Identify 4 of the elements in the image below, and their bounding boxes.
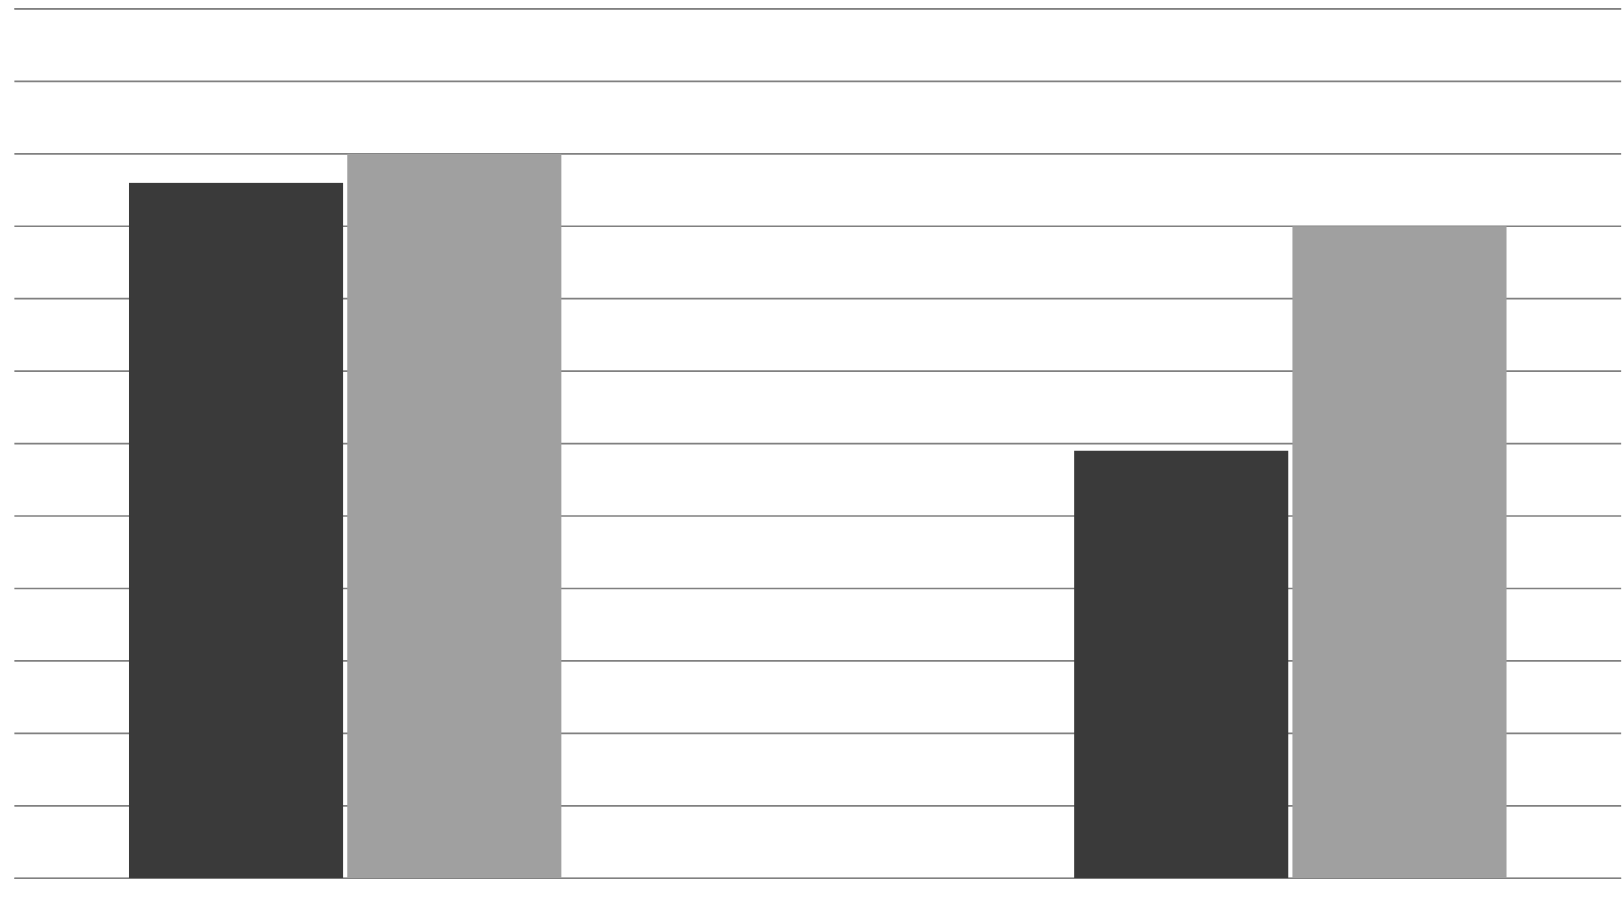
bar (1074, 451, 1289, 879)
bar (1292, 226, 1507, 879)
bar (128, 182, 344, 879)
bar (347, 154, 562, 879)
